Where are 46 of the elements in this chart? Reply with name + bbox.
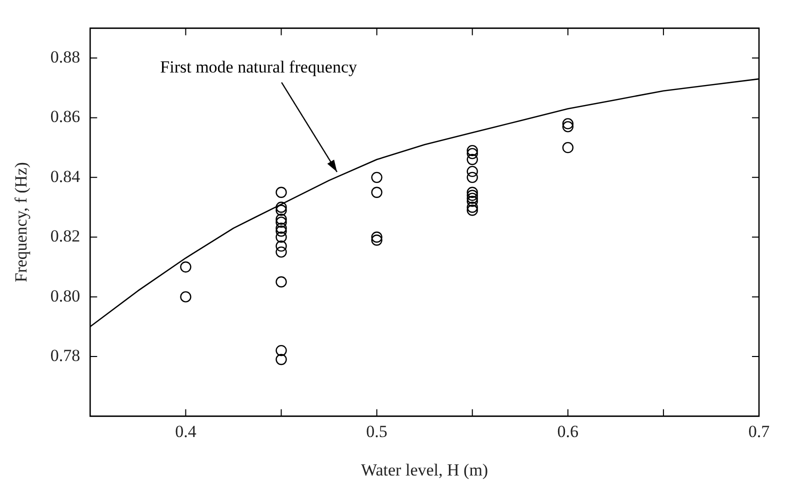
point <box>276 246 287 258</box>
y-tick-label: 0.88 <box>50 48 80 67</box>
y-tick-label: 0.82 <box>50 226 80 246</box>
x-tick-label: 0.4 <box>175 422 197 441</box>
point <box>466 186 478 198</box>
point <box>371 232 382 243</box>
point <box>466 192 478 204</box>
y-tick-label: 0.80 <box>50 286 80 306</box>
point <box>276 240 287 252</box>
y-tick-label: 0.84 <box>50 166 81 186</box>
point <box>466 166 478 178</box>
point <box>466 154 478 166</box>
point <box>276 222 287 234</box>
point <box>371 172 382 184</box>
point <box>466 204 478 216</box>
x-tick-label: 0.7 <box>748 422 770 441</box>
point <box>466 202 478 213</box>
y-tick-label: 0.78 <box>50 346 80 365</box>
point <box>180 291 192 302</box>
annotation: First mode natural frequency <box>160 57 358 76</box>
point <box>466 172 478 184</box>
point <box>276 202 287 213</box>
y-tick-label: 0.86 <box>50 107 80 126</box>
x-tick-label: 0.5 <box>366 422 388 441</box>
point <box>562 142 574 154</box>
point <box>276 226 287 237</box>
x-tick-label: 0.6 <box>557 422 579 441</box>
x-axis-title: Water level, H (m) <box>361 460 488 480</box>
point <box>466 148 478 160</box>
y-axis-title: Frequency, f (Hz) <box>12 162 31 282</box>
point <box>276 344 287 356</box>
point <box>562 118 574 130</box>
point <box>276 204 287 216</box>
point <box>276 354 287 366</box>
point <box>276 232 287 243</box>
point <box>276 216 287 228</box>
point <box>562 121 574 132</box>
point <box>466 144 478 156</box>
point <box>371 186 382 198</box>
point <box>466 190 478 201</box>
point <box>180 261 192 273</box>
point <box>276 276 287 288</box>
point <box>276 214 287 225</box>
point <box>466 196 478 207</box>
point <box>371 234 382 246</box>
point <box>276 186 287 198</box>
